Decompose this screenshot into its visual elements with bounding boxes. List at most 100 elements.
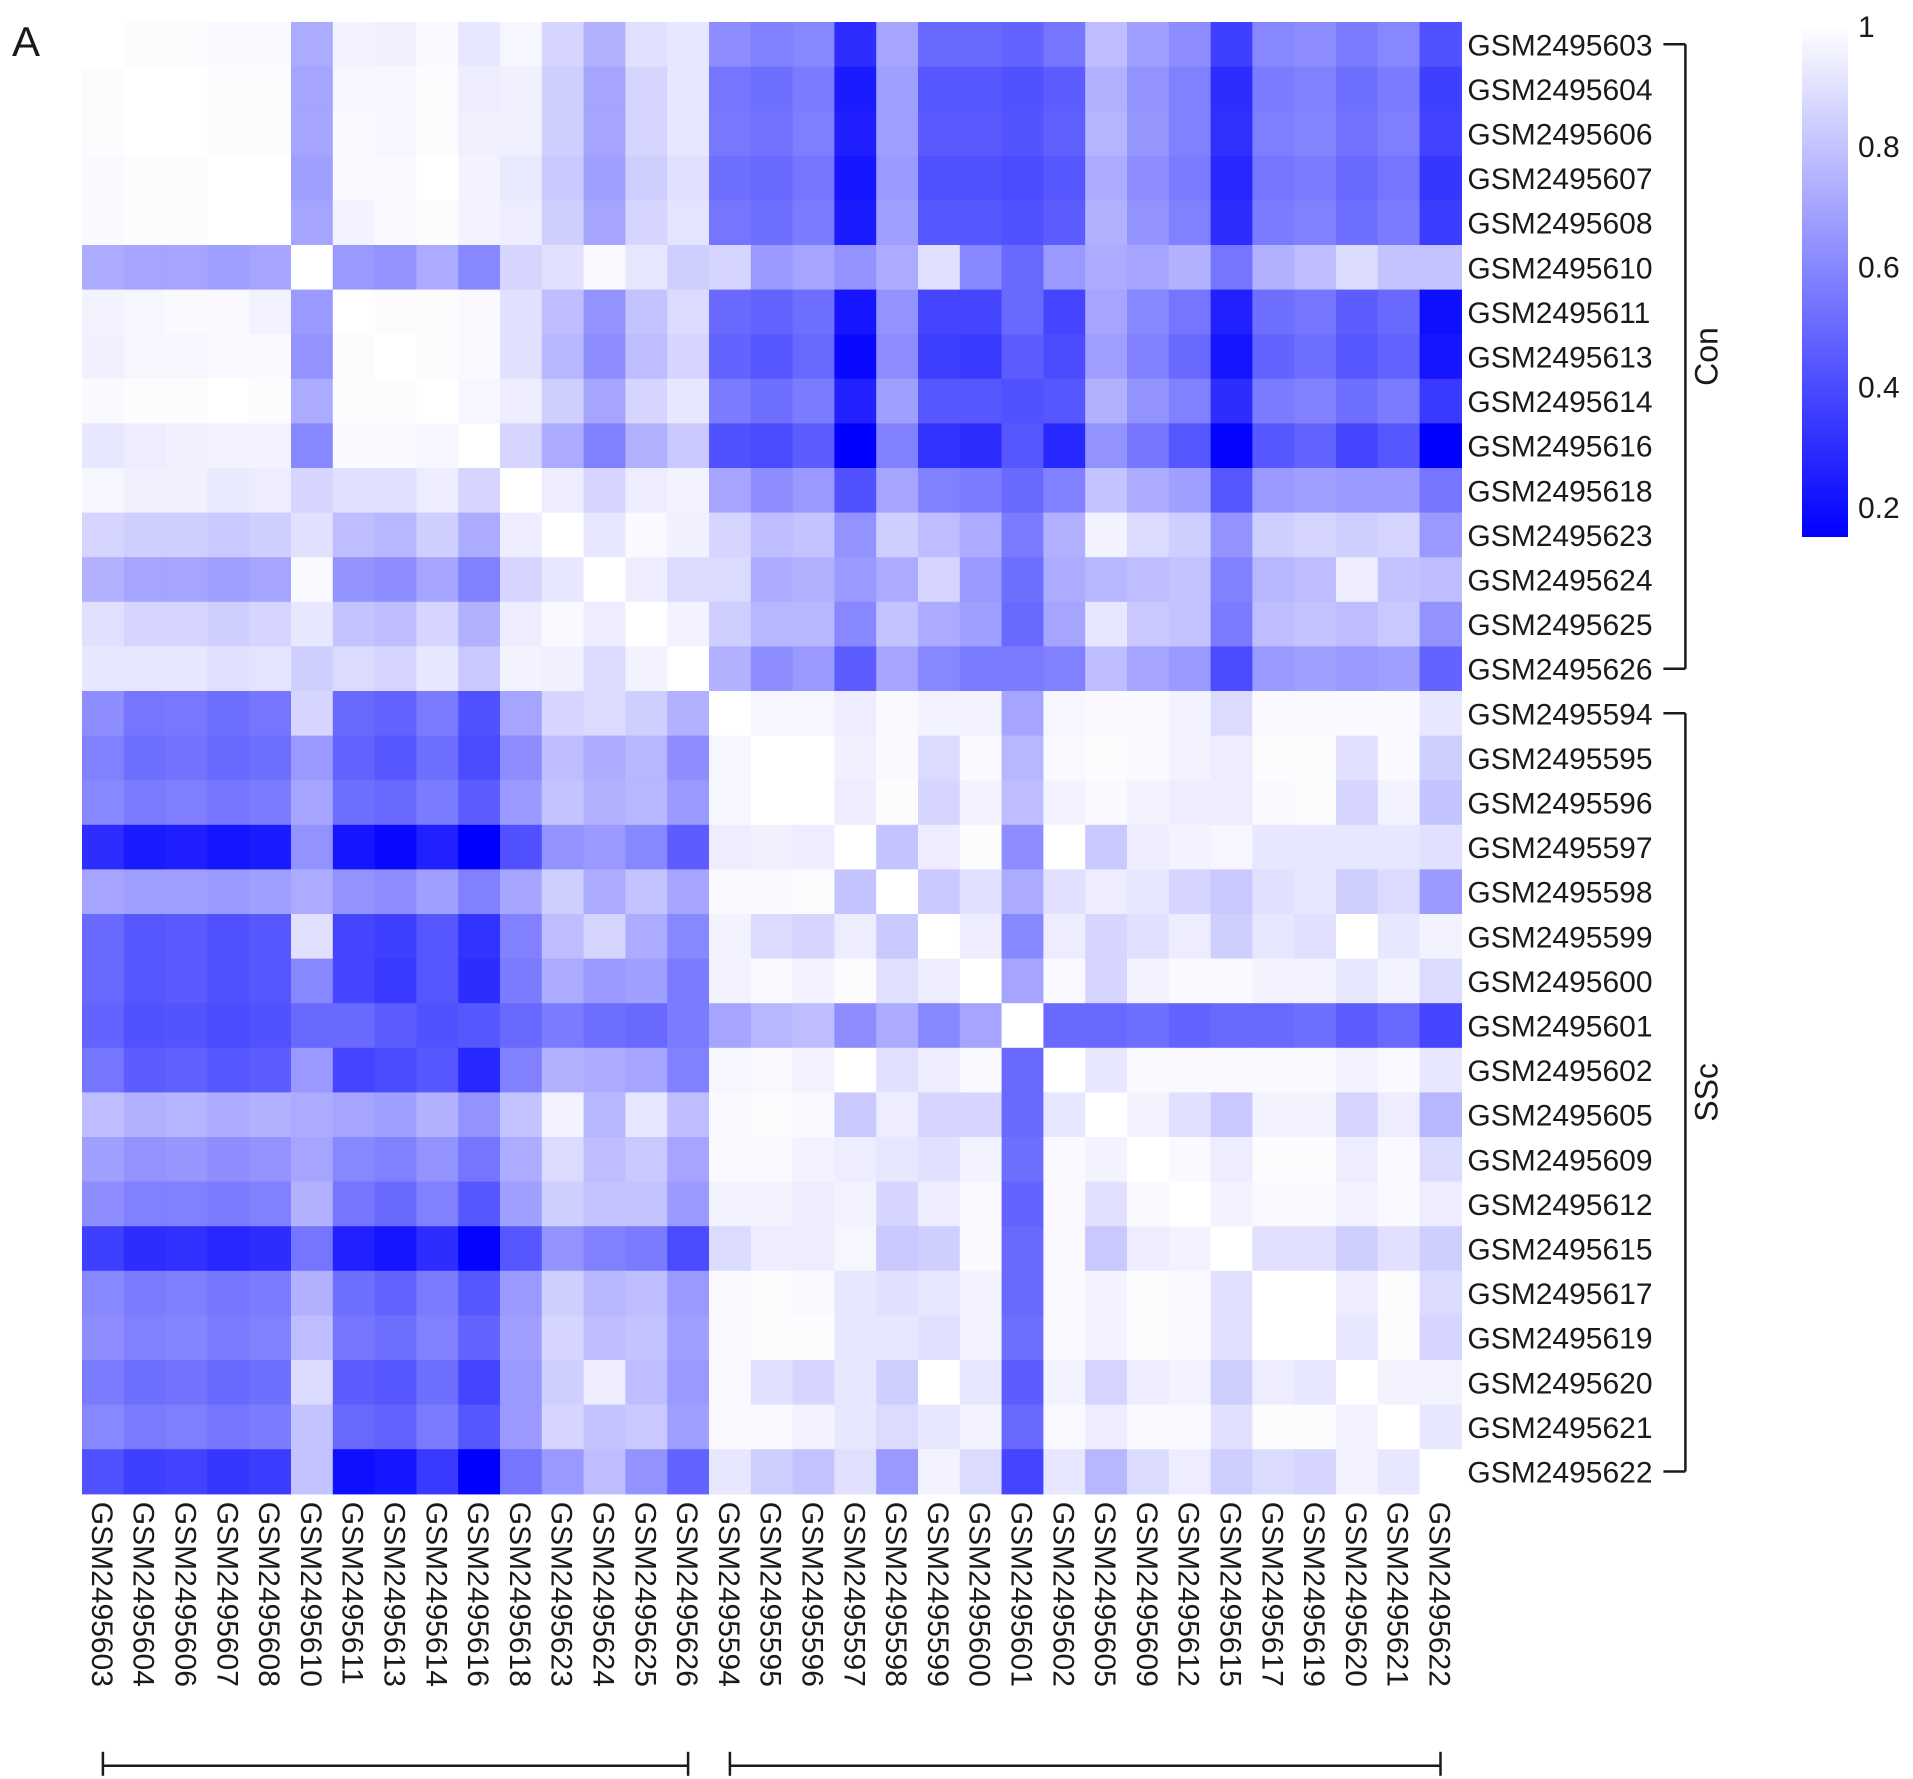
column-label: GSM2495624: [587, 1502, 620, 1687]
heatmap-cell: [1168, 914, 1212, 960]
heatmap-cell: [1168, 557, 1212, 603]
heatmap-cell: [82, 289, 125, 335]
heatmap-cell: [583, 423, 626, 469]
heatmap-cell: [1419, 914, 1462, 960]
heatmap-cell: [625, 1092, 668, 1138]
heatmap-cell: [792, 1270, 835, 1316]
heatmap-cell: [876, 111, 919, 157]
heatmap-cell: [876, 423, 919, 469]
heatmap-cell: [1001, 1226, 1044, 1272]
heatmap-cell: [249, 691, 292, 737]
heatmap-cell: [959, 869, 1003, 915]
heatmap-cell: [750, 22, 794, 68]
heatmap-cell: [1043, 22, 1086, 68]
heatmap-cell: [750, 1092, 794, 1138]
heatmap-cell: [291, 1092, 334, 1138]
heatmap-cell: [82, 155, 125, 201]
heatmap-cell: [1043, 691, 1086, 737]
heatmap-cell: [82, 958, 125, 1004]
heatmap-cell: [374, 1449, 417, 1495]
heatmap-cell: [667, 691, 710, 737]
heatmap-cell: [1127, 557, 1170, 603]
column-label: GSM2495602: [1046, 1502, 1079, 1687]
heatmap-cell: [332, 245, 376, 291]
heatmap-cell: [291, 22, 334, 68]
heatmap-cell: [1294, 1003, 1337, 1049]
heatmap-cell: [1419, 245, 1462, 291]
heatmap-cell: [374, 289, 417, 335]
heatmap-cell: [792, 1226, 835, 1272]
heatmap-cell: [959, 22, 1003, 68]
heatmap-cell: [876, 1226, 919, 1272]
column-label: GSM2495618: [503, 1502, 536, 1687]
heatmap-cell: [332, 378, 376, 424]
heatmap-cell: [123, 155, 167, 201]
heatmap-cell: [876, 1315, 919, 1361]
column-label: GSM2495620: [1339, 1502, 1372, 1687]
heatmap-cell: [291, 1137, 334, 1183]
heatmap-cell: [1001, 824, 1044, 870]
heatmap-cell: [918, 1092, 961, 1138]
heatmap-cell: [416, 512, 459, 558]
heatmap-cell: [1336, 958, 1379, 1004]
heatmap-cell: [1294, 289, 1337, 335]
heatmap-cell: [541, 646, 585, 692]
heatmap-cell: [82, 423, 125, 469]
heatmap-cell: [207, 1092, 250, 1138]
heatmap-cell: [750, 1449, 794, 1495]
heatmap-cell: [458, 289, 501, 335]
heatmap-cell: [876, 601, 919, 647]
heatmap-cell: [165, 1047, 208, 1093]
heatmap-cell: [416, 958, 459, 1004]
row-label: GSM2495605: [1467, 1100, 1652, 1133]
heatmap-cell: [458, 557, 501, 603]
heatmap-cell: [1043, 66, 1086, 112]
heatmap-cell: [458, 824, 501, 870]
heatmap-cell: [792, 869, 835, 915]
heatmap-cell: [834, 1360, 877, 1406]
heatmap-cell: [834, 869, 877, 915]
heatmap-cell: [918, 824, 961, 870]
column-label: GSM2495623: [545, 1502, 578, 1687]
heatmap-cell: [1252, 914, 1295, 960]
heatmap-cell: [1043, 334, 1086, 380]
heatmap-cell: [541, 1270, 585, 1316]
heatmap-cell: [625, 22, 668, 68]
heatmap-cell: [1168, 111, 1212, 157]
heatmap-cell: [1085, 378, 1128, 424]
heatmap-cell: [583, 66, 626, 112]
heatmap-cell: [500, 1404, 543, 1450]
heatmap-cell: [792, 1181, 835, 1227]
heatmap-cell: [500, 334, 543, 380]
heatmap-cell: [583, 512, 626, 558]
heatmap-cell: [500, 869, 543, 915]
heatmap-cell: [1043, 1360, 1086, 1406]
heatmap-cell: [291, 468, 334, 514]
heatmap-cell: [1127, 423, 1170, 469]
heatmap-cell: [541, 958, 585, 1004]
heatmap-cell: [249, 1003, 292, 1049]
heatmap-cell: [165, 468, 208, 514]
heatmap-cell: [123, 245, 167, 291]
heatmap-cell: [792, 245, 835, 291]
column-label: GSM2495613: [378, 1502, 411, 1687]
heatmap-cell: [249, 155, 292, 201]
heatmap-cell: [1085, 601, 1128, 647]
heatmap-cell: [123, 289, 167, 335]
heatmap-cell: [792, 780, 835, 826]
heatmap-cell: [918, 691, 961, 737]
heatmap-cell: [458, 1315, 501, 1361]
heatmap-cell: [541, 1360, 585, 1406]
heatmap-cell: [834, 155, 877, 201]
heatmap-cell: [291, 1270, 334, 1316]
column-label: GSM2495603: [85, 1502, 118, 1687]
column-label: GSM2495626: [670, 1502, 703, 1687]
heatmap-cell: [876, 245, 919, 291]
heatmap-cell: [876, 1003, 919, 1049]
heatmap-cell: [458, 1047, 501, 1093]
heatmap-cell: [458, 1449, 501, 1495]
heatmap-cell: [1043, 557, 1086, 603]
column-label: GSM2495622: [1423, 1502, 1456, 1687]
heatmap-cell: [500, 557, 543, 603]
heatmap-cell: [1377, 200, 1421, 246]
